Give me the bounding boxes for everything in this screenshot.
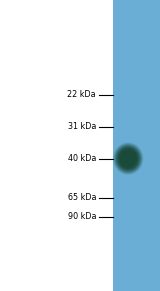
Ellipse shape xyxy=(114,143,143,174)
Ellipse shape xyxy=(117,147,139,170)
Ellipse shape xyxy=(113,142,144,175)
Ellipse shape xyxy=(121,151,135,166)
Text: 31 kDa: 31 kDa xyxy=(68,122,96,131)
Ellipse shape xyxy=(122,152,134,165)
Ellipse shape xyxy=(116,146,140,172)
Ellipse shape xyxy=(126,156,130,161)
Ellipse shape xyxy=(115,145,141,173)
Text: 40 kDa: 40 kDa xyxy=(68,154,96,163)
Text: 22 kDa: 22 kDa xyxy=(67,90,96,99)
Ellipse shape xyxy=(120,150,137,168)
Ellipse shape xyxy=(118,148,138,169)
Ellipse shape xyxy=(117,146,140,171)
Text: 65 kDa: 65 kDa xyxy=(68,194,96,202)
Bar xyxy=(113,0,160,291)
Ellipse shape xyxy=(114,144,142,173)
Text: 90 kDa: 90 kDa xyxy=(68,212,96,221)
Ellipse shape xyxy=(127,157,130,160)
Ellipse shape xyxy=(124,155,132,163)
Ellipse shape xyxy=(120,150,136,167)
Ellipse shape xyxy=(124,154,133,164)
Ellipse shape xyxy=(125,155,131,162)
Ellipse shape xyxy=(123,153,133,164)
Ellipse shape xyxy=(127,158,129,159)
Ellipse shape xyxy=(119,149,137,168)
